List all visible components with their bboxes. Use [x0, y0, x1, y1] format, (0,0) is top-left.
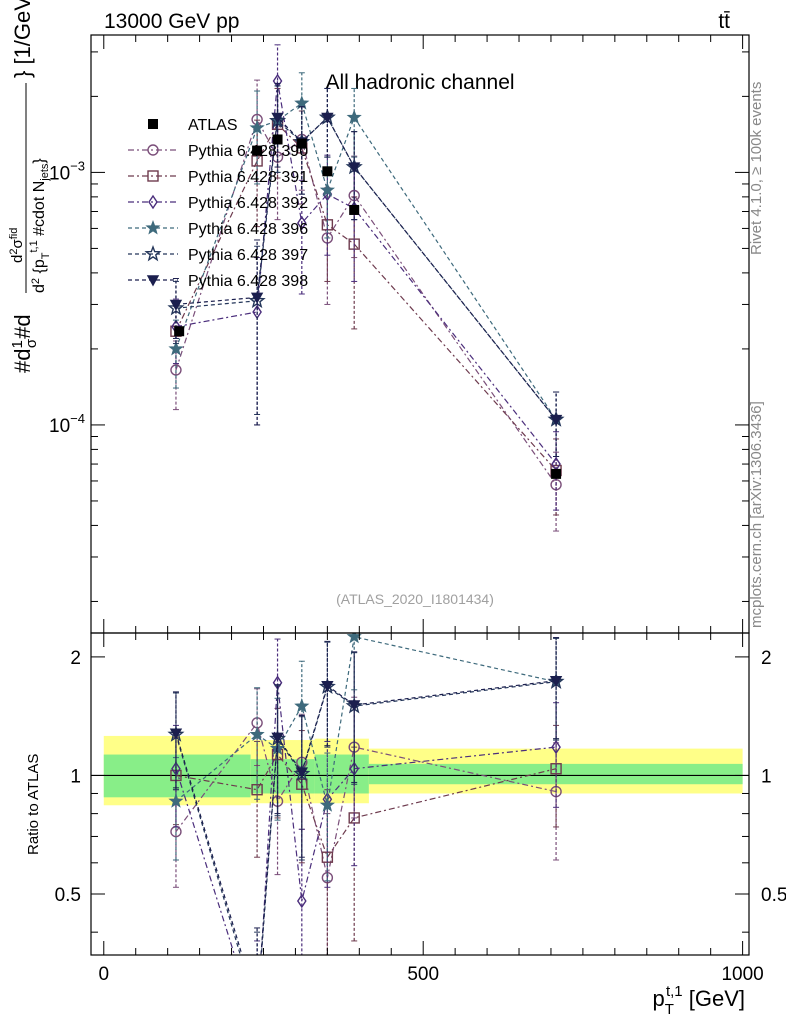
- atlas-data-point: [296, 138, 307, 149]
- ratio-y-tick-label-right: 2: [761, 648, 772, 669]
- legend-marker: [148, 194, 158, 210]
- legend-marker: [144, 244, 162, 262]
- ratio-point: [295, 767, 309, 779]
- mcplots-label: mcplots.cern.ch [arXiv:1306.3436]: [748, 401, 765, 628]
- ratio-frame: [90, 632, 750, 956]
- main-title: All hadronic channel: [325, 71, 514, 94]
- legend-marker: [145, 220, 161, 235]
- ratio-series-pythia-6-428-397: [167, 637, 565, 1019]
- series-line: [175, 116, 557, 420]
- data-point: [250, 292, 264, 304]
- ratio-point: [551, 739, 561, 755]
- data-point: [549, 414, 563, 427]
- x-axis-label: pTt,1 [GeV]: [653, 983, 745, 1018]
- x-tick-label: 500: [407, 964, 439, 985]
- ratio-panel: 0.5 0.5 1 1 2 2 0 500 1000 Ratio to ATLAS: [25, 632, 786, 1019]
- data-point: [271, 112, 284, 124]
- data-point: [348, 162, 361, 174]
- legend-label: Pythia 6.428 390: [188, 143, 308, 160]
- ratio-y-label: Ratio to ATLAS: [25, 754, 42, 855]
- data-point: [251, 155, 263, 167]
- ratio-series-layer: [167, 633, 565, 1019]
- ratio-y-tick-label-right: 0.5: [761, 885, 786, 906]
- series-pythia-6-428-397: [167, 85, 565, 457]
- x-tick-label: 1000: [721, 964, 763, 985]
- series-line: [175, 116, 557, 420]
- data-point: [170, 364, 182, 376]
- ratio-series-pythia-6-428-398: [169, 637, 563, 1011]
- ratio-point: [168, 793, 184, 808]
- data-point: [168, 340, 184, 356]
- main-y-tick-label: 10−3: [49, 158, 85, 184]
- legend-label: Pythia 6.428 396: [188, 221, 308, 238]
- ratio-y-tick-label: 1: [70, 766, 81, 787]
- data-point: [169, 299, 183, 311]
- y-label-text: #d1σ#d: [9, 314, 40, 373]
- ratio-point: [252, 1002, 262, 1011]
- data-point: [321, 112, 334, 124]
- ratio-band-inner: [314, 754, 369, 794]
- main-y-tick-label: 10−4: [49, 411, 85, 437]
- rivet-label: Rivet 4.1.0, ≥ 100k events: [748, 82, 765, 255]
- ratio-uncertainty-bands: [91, 735, 749, 806]
- legend-label: Pythia 6.428 391: [188, 169, 308, 186]
- ratio-point: [296, 893, 307, 909]
- legend-label: Pythia 6.428 392: [188, 195, 308, 212]
- ratio-y-tick-label-right: 1: [761, 766, 772, 787]
- main-ticks: 10−4 10−3: [49, 35, 749, 633]
- ratio-point: [549, 676, 563, 688]
- ratio-line: [175, 680, 557, 955]
- ratio-point: [250, 1006, 263, 1019]
- y-label-frac-den: d2 {pTt,1 #cdot Njets}: [28, 158, 52, 293]
- atlas-data-point: [551, 468, 562, 479]
- atlas-data-point: [174, 326, 185, 337]
- legend-label-atlas: ATLAS: [188, 117, 238, 134]
- ratio-point: [319, 797, 336, 812]
- atlas-data-point: [272, 134, 283, 145]
- atlas-data-point: [349, 204, 360, 215]
- analysis-label: (ATLAS_2020_I1801434): [336, 591, 494, 607]
- energy-label: 13000 GeV pp: [104, 10, 239, 33]
- y-label-frac-num: d2σfid: [8, 228, 26, 263]
- legend-label: Pythia 6.428 398: [188, 273, 308, 290]
- ratio-series-pythia-6-428-392: [171, 638, 561, 955]
- atlas-data-point: [252, 145, 263, 156]
- main-y-axis-label: #d1σ#d d2σfid d2 {pTt,1 #cdot Njets} } […: [8, 0, 52, 373]
- legend-marker: [147, 170, 159, 182]
- ratio-line: [175, 681, 557, 955]
- ratio-y-tick-label: 2: [70, 648, 81, 669]
- ratio-point: [251, 784, 263, 796]
- ratio-point: [321, 681, 334, 693]
- process-label: tt̄: [718, 10, 730, 33]
- ratio-point: [550, 763, 562, 775]
- ratio-ticks: 0.5 0.5 1 1 2 2 0 500 1000: [55, 633, 786, 985]
- series-pythia-6-428-398: [169, 82, 563, 457]
- data-point: [346, 109, 362, 124]
- y-label-unit: } [1/GeV]: [10, 0, 35, 78]
- ratio-point: [249, 726, 265, 742]
- legend-label: Pythia 6.428 397: [188, 247, 308, 264]
- ratio-line: [175, 682, 557, 955]
- legend-marker-atlas: [148, 119, 158, 129]
- ratio-point: [271, 732, 284, 744]
- ratio-point: [346, 633, 362, 644]
- legend-marker: [146, 275, 160, 287]
- legend: ATLAS Pythia 6.428 390 Pythia 6.428 391 Pyt…: [128, 117, 308, 290]
- legend-marker: [147, 144, 159, 156]
- data-point: [294, 95, 310, 110]
- main-panel: All hadronic channel (ATLAS_2020_I180143…: [8, 0, 750, 634]
- x-tick-label: 0: [98, 964, 109, 985]
- data-point: [296, 215, 307, 231]
- ratio-point: [294, 698, 310, 713]
- ratio-point: [169, 728, 183, 740]
- ratio-series-clipped: [167, 633, 565, 1019]
- data-point: [249, 119, 265, 135]
- ratio-point: [348, 700, 361, 712]
- main-series-layer: [167, 44, 565, 532]
- ratio-y-tick-label: 0.5: [55, 885, 81, 906]
- series-atlas: [174, 134, 562, 479]
- atlas-data-point: [322, 166, 333, 177]
- data-point: [319, 182, 336, 197]
